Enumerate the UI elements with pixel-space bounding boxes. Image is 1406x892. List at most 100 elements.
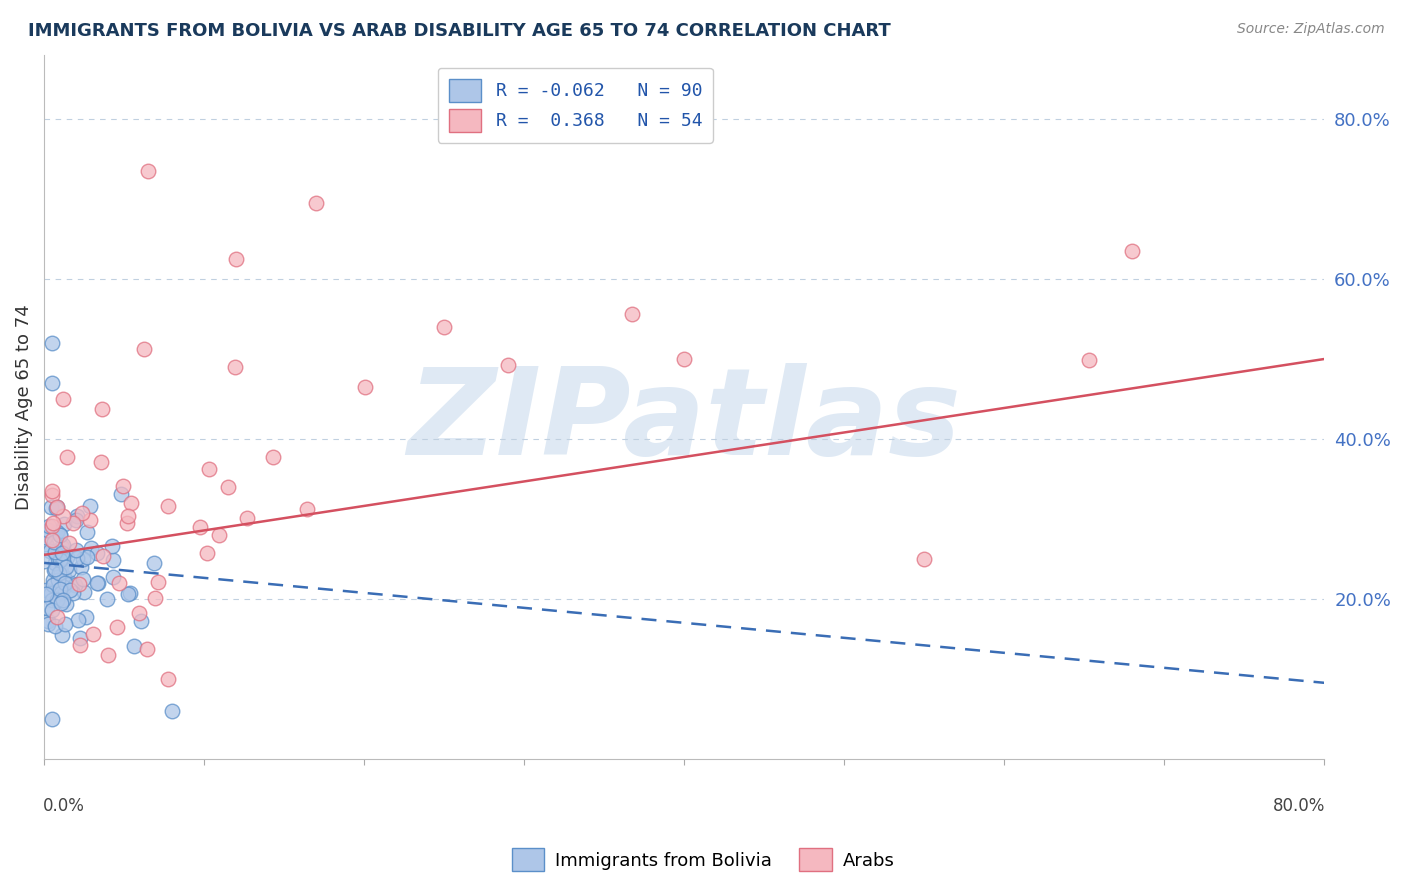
Point <box>55 576 77 591</box>
Point <box>41 712 63 726</box>
Point <box>86 576 108 591</box>
Point <box>224 360 246 375</box>
Point <box>135 642 157 657</box>
Point <box>48 527 70 541</box>
Point <box>45 500 67 514</box>
Point <box>41 376 63 390</box>
Point <box>136 164 159 178</box>
Point <box>197 545 219 559</box>
Point <box>354 380 377 394</box>
Point <box>51 565 73 579</box>
Point <box>56 450 79 464</box>
Point <box>673 351 696 366</box>
Point <box>103 553 125 567</box>
Point <box>51 597 73 611</box>
Point <box>87 576 110 591</box>
Point <box>262 450 284 464</box>
Point <box>107 576 129 591</box>
Point <box>65 513 87 527</box>
Point <box>912 552 935 566</box>
Point <box>39 500 62 515</box>
Point <box>55 617 77 632</box>
Point <box>34 587 56 601</box>
Point <box>225 252 247 266</box>
Point <box>55 560 77 574</box>
Point <box>433 320 456 334</box>
Point <box>90 455 112 469</box>
Point <box>128 607 150 621</box>
Point <box>46 593 69 607</box>
Point <box>160 704 183 718</box>
Point <box>46 573 69 587</box>
Point <box>101 539 124 553</box>
Point <box>76 550 98 565</box>
Point <box>32 554 55 568</box>
Text: 0.0%: 0.0% <box>42 797 84 815</box>
Point <box>67 576 90 591</box>
Point <box>46 524 69 539</box>
Point <box>122 640 145 654</box>
Point <box>62 516 84 531</box>
Point <box>305 196 328 211</box>
Y-axis label: Disability Age 65 to 74: Disability Age 65 to 74 <box>15 304 32 510</box>
Point <box>218 480 240 494</box>
Point <box>120 496 142 510</box>
Point <box>45 500 67 515</box>
Point <box>51 546 73 560</box>
Point <box>41 593 63 607</box>
Point <box>58 563 80 577</box>
Point <box>117 509 139 524</box>
Point <box>1121 244 1143 258</box>
Point <box>143 591 166 606</box>
Point <box>498 359 520 373</box>
Point <box>143 556 166 570</box>
Point <box>35 537 58 551</box>
Point <box>96 591 118 606</box>
Point <box>42 578 65 592</box>
Point <box>52 509 75 524</box>
Point <box>53 570 76 584</box>
Point <box>91 402 114 417</box>
Point <box>620 307 643 321</box>
Point <box>59 582 82 597</box>
Point <box>53 516 76 531</box>
Point <box>115 516 138 530</box>
Point <box>69 560 91 574</box>
Point <box>44 544 66 558</box>
Point <box>42 563 65 577</box>
Point <box>52 538 75 552</box>
Point <box>1078 352 1101 367</box>
Point <box>52 392 75 406</box>
Point <box>86 546 108 560</box>
Point <box>35 582 58 597</box>
Point <box>41 518 63 533</box>
Point <box>41 602 63 616</box>
Point <box>117 587 139 601</box>
Point <box>56 549 79 564</box>
Point <box>73 585 96 599</box>
Point <box>55 597 77 611</box>
Point <box>44 535 66 549</box>
Legend: R = -0.062   N = 90, R =  0.368   N = 54: R = -0.062 N = 90, R = 0.368 N = 54 <box>437 68 713 143</box>
Point <box>46 610 69 624</box>
Point <box>52 552 75 566</box>
Point <box>48 566 70 580</box>
Legend: Immigrants from Bolivia, Arabs: Immigrants from Bolivia, Arabs <box>505 841 901 879</box>
Point <box>37 614 59 628</box>
Point <box>103 570 125 584</box>
Point <box>46 543 69 558</box>
Point <box>91 549 114 563</box>
Point <box>67 613 90 627</box>
Point <box>46 500 69 514</box>
Point <box>76 525 98 540</box>
Point <box>235 511 257 525</box>
Point <box>51 586 73 600</box>
Point <box>72 551 94 566</box>
Point <box>65 543 87 558</box>
Point <box>44 562 66 576</box>
Point <box>51 540 73 554</box>
Point <box>80 541 103 556</box>
Point <box>34 530 56 544</box>
Point <box>37 617 59 632</box>
Point <box>41 336 63 351</box>
